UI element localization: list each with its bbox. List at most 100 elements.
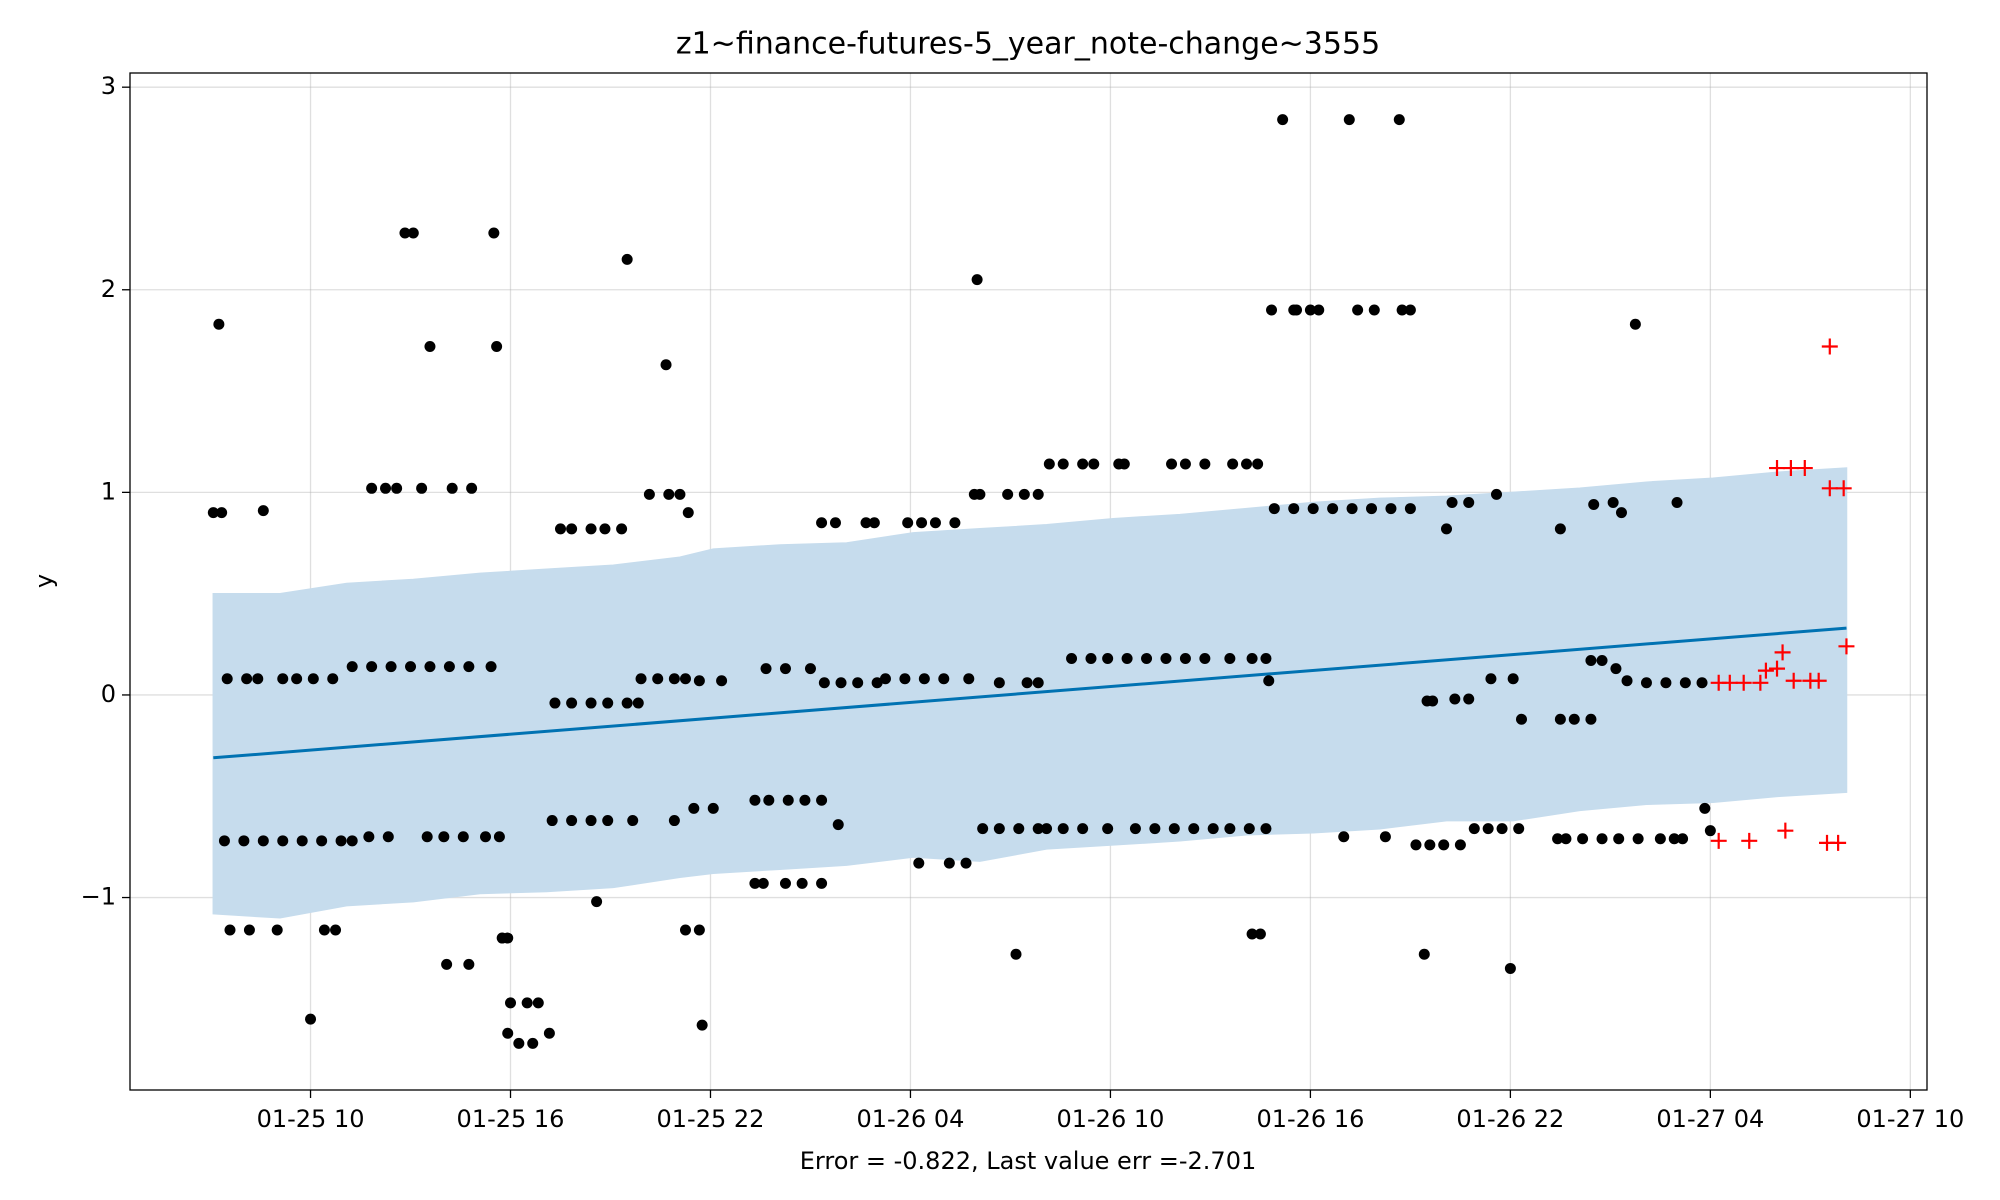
observed-point xyxy=(1396,304,1408,316)
observed-point xyxy=(1307,503,1319,515)
observed-point xyxy=(505,997,517,1009)
test-point xyxy=(1721,674,1738,691)
observed-point xyxy=(366,661,378,673)
test-point xyxy=(1835,480,1852,497)
observed-point xyxy=(277,835,289,847)
test-point xyxy=(1830,834,1847,851)
test-point xyxy=(1796,460,1813,477)
x-tick-label: 01-26 10 xyxy=(1056,1105,1164,1133)
observed-point xyxy=(602,697,614,709)
observed-point xyxy=(1568,713,1580,725)
observed-point xyxy=(566,523,578,535)
observed-point xyxy=(491,340,503,352)
observed-point xyxy=(1615,507,1627,519)
observed-point xyxy=(621,697,633,709)
y-tick-label: −1 xyxy=(81,883,116,911)
observed-point xyxy=(879,673,891,685)
test-point xyxy=(1821,338,1838,355)
observed-point xyxy=(1043,458,1055,470)
observed-point xyxy=(424,340,436,352)
observed-point xyxy=(1560,833,1572,845)
observed-point xyxy=(221,673,233,685)
y-axis-label: y xyxy=(30,574,58,588)
observed-point xyxy=(899,673,911,685)
observed-point xyxy=(829,517,841,529)
observed-point xyxy=(1032,677,1044,689)
observed-point xyxy=(555,523,567,535)
observed-point xyxy=(993,677,1005,689)
observed-point xyxy=(707,802,719,814)
x-tick-label: 01-27 04 xyxy=(1656,1105,1764,1133)
observed-point xyxy=(835,677,847,689)
observed-point xyxy=(1199,458,1211,470)
observed-point xyxy=(585,523,597,535)
observed-point xyxy=(291,673,303,685)
observed-point xyxy=(918,673,930,685)
observed-point xyxy=(1629,318,1641,330)
observed-point xyxy=(521,997,533,1009)
test-point xyxy=(1710,832,1727,849)
observed-point xyxy=(585,815,597,827)
observed-point xyxy=(782,794,794,806)
observed-point xyxy=(1704,825,1716,837)
observed-point xyxy=(1596,833,1608,845)
forecast-line xyxy=(213,626,1847,760)
observed-point xyxy=(1404,304,1416,316)
observed-point xyxy=(1385,503,1397,515)
y-tick-label: 2 xyxy=(101,275,116,303)
observed-point xyxy=(1596,655,1608,667)
test-point xyxy=(1785,672,1802,689)
observed-point xyxy=(1277,114,1289,126)
observed-point xyxy=(391,482,403,494)
observed-point xyxy=(305,1013,317,1025)
observed-point xyxy=(663,488,675,500)
observed-point xyxy=(804,663,816,675)
observed-point xyxy=(1640,677,1652,689)
observed-point xyxy=(682,507,694,519)
observed-point xyxy=(1313,304,1325,316)
observed-point xyxy=(688,802,700,814)
observed-point xyxy=(599,523,611,535)
observed-point xyxy=(757,877,769,889)
observed-point xyxy=(1554,523,1566,535)
observed-point xyxy=(816,794,828,806)
observed-point xyxy=(1085,652,1097,664)
observed-point xyxy=(591,896,603,908)
observed-point xyxy=(1515,713,1527,725)
x-tick-label: 01-26 04 xyxy=(857,1105,965,1133)
observed-point xyxy=(779,877,791,889)
observed-point xyxy=(1577,833,1589,845)
observed-point xyxy=(643,488,655,500)
observed-point xyxy=(424,661,436,673)
observed-point xyxy=(1102,823,1114,835)
observed-point xyxy=(1410,839,1422,851)
observed-point xyxy=(1066,652,1078,664)
observed-point xyxy=(1057,823,1069,835)
observed-point xyxy=(407,227,419,239)
x-tick-label: 01-26 16 xyxy=(1256,1105,1364,1133)
observed-point xyxy=(543,1027,555,1039)
observed-point xyxy=(1288,503,1300,515)
observed-point xyxy=(485,661,497,673)
observed-point xyxy=(1621,675,1633,687)
test-point xyxy=(1769,660,1786,677)
observed-point xyxy=(779,663,791,675)
observed-point xyxy=(238,835,250,847)
observed-point xyxy=(1654,833,1666,845)
observed-point xyxy=(1585,655,1597,667)
observed-point xyxy=(1427,695,1439,707)
observed-point xyxy=(566,697,578,709)
observed-point xyxy=(513,1037,525,1049)
observed-point xyxy=(1677,833,1689,845)
observed-point xyxy=(1304,304,1316,316)
observed-point xyxy=(1424,839,1436,851)
test-point xyxy=(1838,638,1855,655)
observed-point xyxy=(382,831,394,843)
observed-point xyxy=(252,673,264,685)
observed-point xyxy=(1490,488,1502,500)
observed-point xyxy=(327,673,339,685)
observed-point xyxy=(1585,713,1597,725)
observed-point xyxy=(1241,458,1253,470)
observed-point xyxy=(405,661,417,673)
